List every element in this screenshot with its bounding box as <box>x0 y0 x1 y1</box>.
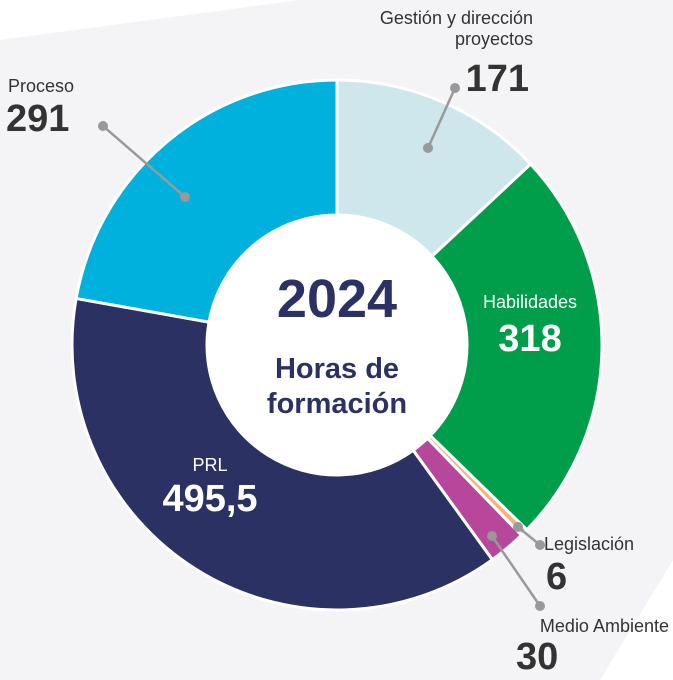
segment-value: 495,5 <box>162 478 258 520</box>
leader-dot <box>423 143 433 153</box>
segment-value: 318 <box>498 318 562 360</box>
segment-value: 6 <box>546 556 568 598</box>
segment-label: Medio Ambiente <box>539 616 669 636</box>
segment-label: Proceso <box>8 76 75 96</box>
leader-line <box>102 125 186 198</box>
leader-dot <box>535 601 545 611</box>
center-title: 2024 <box>276 269 398 329</box>
segment-label: Legislación <box>544 534 635 554</box>
segment-label: Habilidades <box>482 292 578 312</box>
leader-line <box>426 87 457 149</box>
leader-line <box>490 535 542 607</box>
leader-dot <box>513 522 523 532</box>
segment-label: PRL <box>192 455 228 475</box>
leader-dot <box>98 121 108 131</box>
leader-dot <box>487 531 497 541</box>
leader-dot <box>450 83 460 93</box>
segment-value: 291 <box>6 98 70 140</box>
leader-dot <box>180 192 190 202</box>
center-subtitle: Horas de formación <box>266 353 408 420</box>
segment-value: 171 <box>465 58 529 100</box>
leader-dot <box>535 540 545 550</box>
segment-value: 30 <box>516 636 559 678</box>
donut-hole <box>207 215 467 475</box>
donut-segment <box>74 78 339 324</box>
segment-label: Gestión y dirección proyectos <box>379 8 533 49</box>
